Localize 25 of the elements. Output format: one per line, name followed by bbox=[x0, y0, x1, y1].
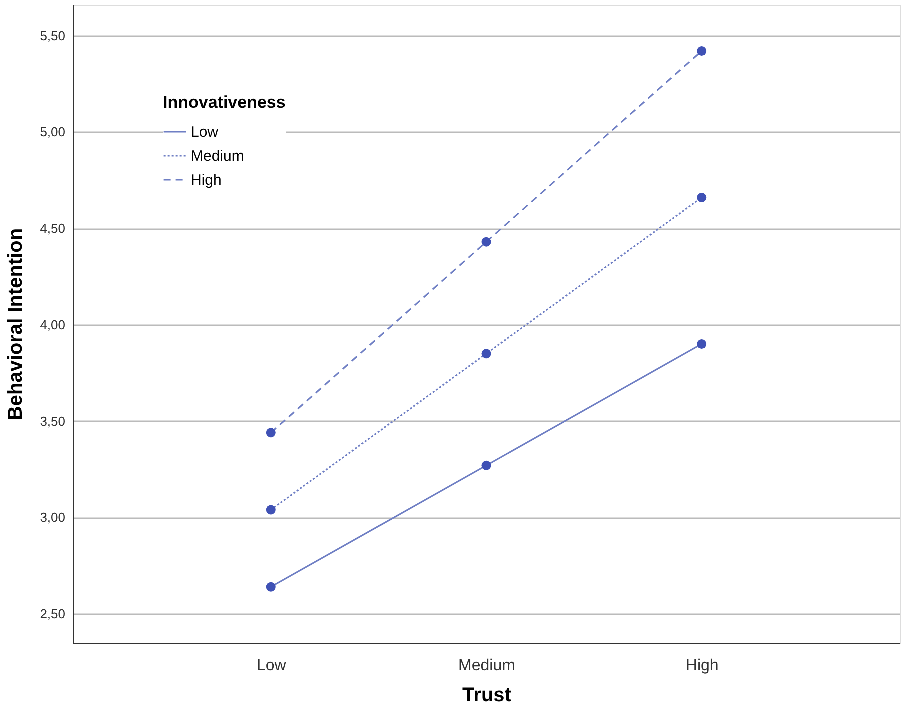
point bbox=[266, 505, 276, 515]
y-tick-label: 2,50 bbox=[40, 606, 66, 622]
legend-label: High bbox=[191, 172, 222, 189]
point bbox=[482, 349, 492, 359]
legend-label: Low bbox=[191, 124, 219, 141]
y-tick-label: 4,00 bbox=[40, 317, 66, 332]
x-tick-label: Medium bbox=[458, 658, 516, 674]
legend-title: Innovativeness bbox=[163, 93, 286, 112]
y-tick-label: 4,50 bbox=[40, 221, 66, 236]
legend-label: Medium bbox=[191, 148, 244, 165]
y-tick-label: 5,00 bbox=[40, 124, 66, 140]
y-axis-title: Behavioral Intention bbox=[5, 228, 28, 421]
y-tick-label: 5,50 bbox=[40, 28, 66, 44]
point bbox=[697, 46, 707, 56]
x-axis-title: Trust bbox=[462, 684, 512, 706]
point bbox=[697, 340, 707, 349]
point bbox=[482, 460, 492, 470]
y-tick-label: 3,00 bbox=[40, 510, 66, 526]
x-tick-label: Low bbox=[256, 658, 287, 674]
point bbox=[266, 582, 276, 592]
y-tick-label: 3,50 bbox=[40, 414, 66, 429]
x-tick-label: High bbox=[686, 658, 719, 674]
point bbox=[266, 428, 276, 438]
point bbox=[482, 237, 492, 247]
point bbox=[697, 193, 707, 202]
